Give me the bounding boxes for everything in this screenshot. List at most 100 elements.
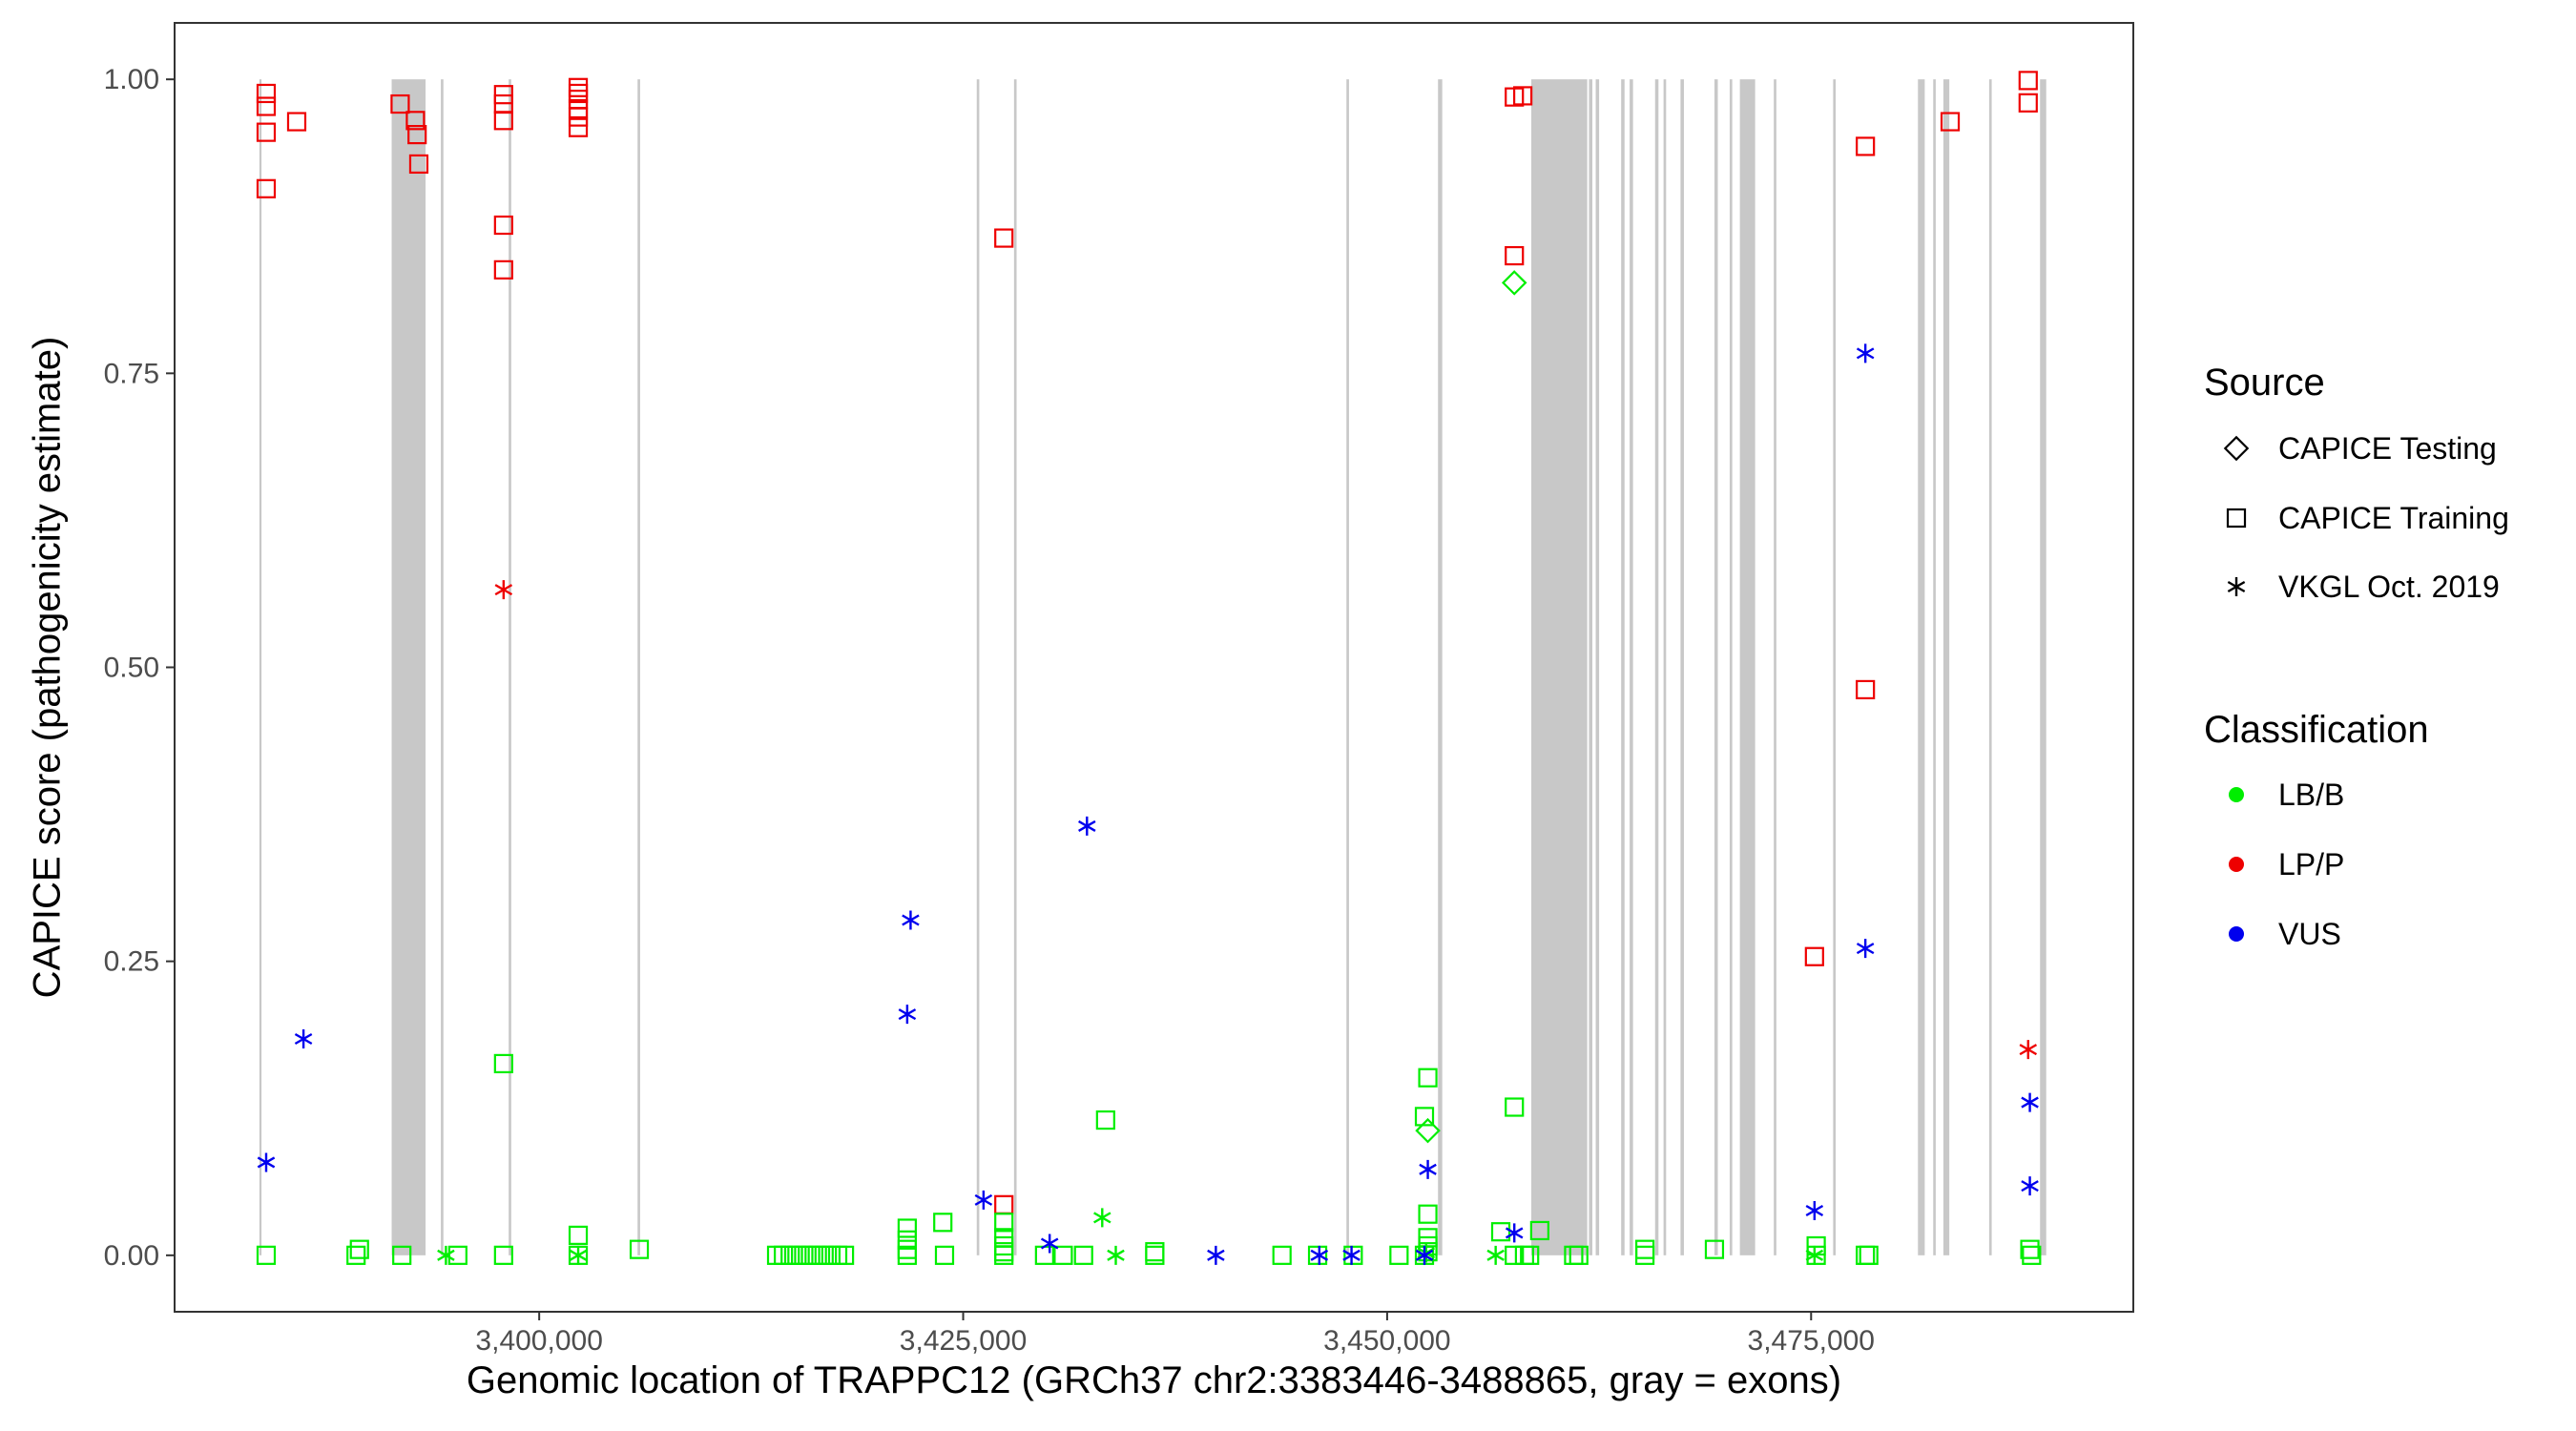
point-square-lp-p-14 [493, 259, 513, 280]
y-tick-label-3: 0.50 [104, 653, 159, 684]
x-tick-label-4: 3,475,000 [1748, 1325, 1875, 1357]
point-asterisk-vus-6 [1040, 1234, 1059, 1254]
data-points [256, 71, 2042, 1265]
point-square-lb-b-54 [1520, 1245, 1540, 1265]
legend-class-label-1: LB/B [2278, 778, 2344, 812]
point-asterisk-lp-p-2 [2019, 1040, 2038, 1060]
point-square-lp-p-20 [568, 117, 589, 137]
point-square-lb-b-51 [1505, 1097, 1525, 1117]
y-axis-title: CAPICE score (pathogenicity estimate) [27, 337, 69, 999]
point-square-lp-p-21 [994, 228, 1014, 248]
exon-band-12 [1595, 79, 1600, 1255]
point-square-lp-p-15 [568, 77, 589, 97]
legend: Source Classification CAPICE Testing CAPI… [2204, 362, 2509, 951]
point-square-lb-b-43 [1414, 1107, 1435, 1127]
point-square-lb-b-66 [2022, 1245, 2042, 1265]
point-asterisk-vus-8 [1207, 1245, 1225, 1265]
exon-band-9 [1438, 79, 1443, 1255]
exon-band-25 [1942, 79, 1950, 1255]
legend-classification-title: Classification [2204, 709, 2429, 751]
exon-band-3 [441, 79, 444, 1255]
x-axis-title: Genomic location of TRAPPC12 (GRCh37 chr… [467, 1359, 1841, 1401]
point-square-lb-b-62 [1806, 1245, 1826, 1265]
point-square-lp-p-6 [390, 93, 410, 114]
point-square-lb-b-53 [1514, 1245, 1534, 1265]
exon-band-22 [1833, 79, 1837, 1255]
exon-band-5 [637, 79, 640, 1255]
point-square-lp-p-5 [286, 112, 307, 132]
point-square-lp-p-7 [405, 111, 426, 131]
point-square-lb-b-1 [256, 1245, 277, 1265]
exon-band-13 [1621, 79, 1625, 1255]
point-square-lp-p-30 [2018, 71, 2038, 91]
point-square-lp-p-27 [1856, 136, 1876, 156]
point-asterisk-vus-14 [1805, 1200, 1824, 1220]
exon-band-8 [1346, 79, 1349, 1255]
legend-class-label-2: LP/P [2278, 847, 2344, 881]
point-square-lb-b-5 [447, 1245, 467, 1265]
point-asterisk-vus-11 [1415, 1245, 1434, 1265]
point-square-lb-b-58 [1634, 1239, 1655, 1259]
exon-band-11 [1589, 79, 1592, 1255]
point-square-lb-b-7 [493, 1245, 513, 1265]
point-asterisk-vus-4 [902, 910, 920, 930]
point-square-lb-b-46 [1418, 1204, 1438, 1224]
point-square-lb-b-59 [1634, 1245, 1655, 1265]
exon-band-18 [1714, 79, 1718, 1255]
exon-band-26 [1988, 79, 1992, 1255]
legend-class-key-1 [2229, 787, 2244, 802]
exon-band-16 [1663, 79, 1667, 1255]
point-square-lb-b-25 [897, 1245, 917, 1265]
point-square-lb-b-50 [1490, 1222, 1511, 1242]
point-asterisk-vus-1 [257, 1152, 276, 1172]
point-square-lb-b-42 [1389, 1245, 1409, 1265]
legend-source-label-2: CAPICE Training [2278, 501, 2509, 535]
exon-band-1 [259, 79, 262, 1255]
point-asterisk-lb-b-6 [1486, 1245, 1505, 1265]
legend-source-key-2 [2226, 508, 2247, 529]
point-square-lp-p-4 [256, 178, 277, 198]
point-asterisk-vus-15 [1856, 343, 1875, 363]
y-tick-label-1: 0.00 [104, 1240, 159, 1272]
point-square-lp-p-19 [568, 107, 589, 127]
exon-band-27 [2040, 79, 2046, 1255]
point-square-lb-b-38 [1145, 1245, 1165, 1265]
point-square-lp-p-22 [994, 1194, 1014, 1214]
point-asterisk-lb-b-7 [1805, 1245, 1824, 1265]
plot-panel-border [174, 22, 2134, 1313]
y-tick-label-2: 0.25 [104, 946, 159, 978]
point-asterisk-vus-3 [898, 1005, 917, 1025]
point-square-lb-b-32 [994, 1245, 1014, 1265]
point-square-lb-b-57 [1568, 1245, 1589, 1265]
point-diamond-lb-b-1 [1501, 270, 1527, 296]
point-asterisk-vus-5 [974, 1190, 993, 1210]
point-asterisk-vus-16 [1856, 939, 1875, 959]
legend-source-title: Source [2204, 362, 2325, 404]
point-square-lb-b-55 [1529, 1220, 1549, 1241]
legend-source-label-3: VKGL Oct. 2019 [2278, 570, 2500, 604]
x-tick-label-2: 3,425,000 [900, 1325, 1027, 1357]
point-square-lb-b-36 [1095, 1110, 1115, 1130]
point-square-lb-b-4 [392, 1245, 412, 1265]
point-square-lp-p-31 [2018, 93, 2038, 113]
point-asterisk-vus-18 [2021, 1176, 2039, 1196]
point-square-lb-b-21 [835, 1245, 855, 1265]
legend-class-label-3: VUS [2278, 917, 2341, 951]
point-asterisk-lp-p-1 [494, 580, 513, 600]
point-square-lp-p-8 [407, 125, 427, 145]
point-square-lp-p-12 [493, 111, 513, 131]
legend-source-key-3 [2227, 577, 2246, 596]
point-square-lb-b-45 [1418, 1068, 1438, 1088]
point-square-lp-p-1 [256, 83, 277, 104]
point-asterisk-vus-17 [2021, 1092, 2039, 1112]
point-square-lp-p-28 [1856, 679, 1876, 700]
x-tick-label-1: 3,400,000 [475, 1325, 602, 1357]
exon-band-20 [1739, 79, 1755, 1255]
point-asterisk-lb-b-1 [437, 1245, 455, 1265]
point-square-lb-b-60 [1704, 1239, 1725, 1259]
exon-band-4 [509, 79, 511, 1255]
exon-band-10 [1530, 79, 1588, 1255]
point-asterisk-lb-b-2 [569, 1245, 588, 1265]
y-tick-label-5: 1.00 [104, 64, 159, 95]
